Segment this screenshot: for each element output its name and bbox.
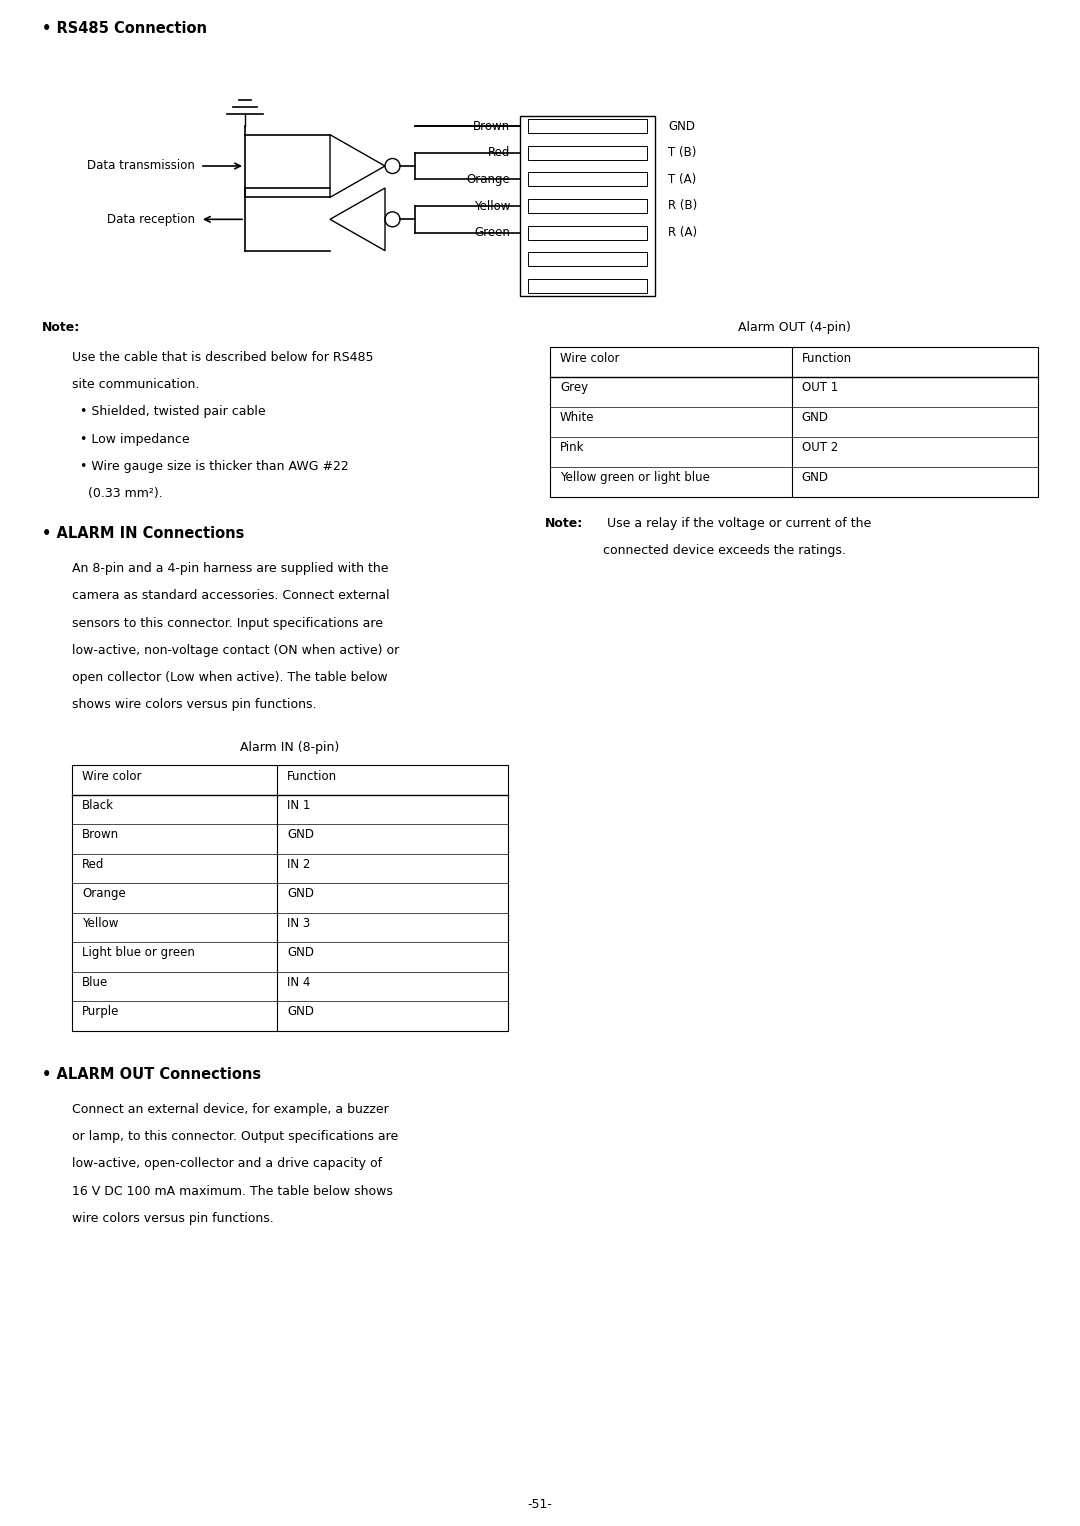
- Text: • Low impedance: • Low impedance: [72, 432, 190, 446]
- Text: Function: Function: [287, 771, 337, 783]
- Text: site communication.: site communication.: [72, 378, 200, 391]
- Text: • ALARM IN Connections: • ALARM IN Connections: [42, 526, 244, 542]
- Text: An 8-pin and a 4-pin harness are supplied with the: An 8-pin and a 4-pin harness are supplie…: [72, 562, 389, 575]
- Text: Yellow green or light blue: Yellow green or light blue: [561, 472, 710, 484]
- Text: Red: Red: [82, 858, 105, 871]
- Text: Function: Function: [801, 353, 852, 365]
- Text: GND: GND: [669, 119, 696, 133]
- Text: • ALARM OUT Connections: • ALARM OUT Connections: [42, 1067, 261, 1082]
- Text: Black: Black: [82, 800, 114, 812]
- Text: Data transmission: Data transmission: [87, 160, 195, 172]
- Text: • RS485 Connection: • RS485 Connection: [42, 21, 207, 37]
- Text: Alarm OUT (4-pin): Alarm OUT (4-pin): [738, 320, 850, 334]
- Text: Pink: Pink: [561, 441, 584, 455]
- Text: • Shielded, twisted pair cable: • Shielded, twisted pair cable: [72, 406, 266, 418]
- Text: Orange: Orange: [467, 172, 510, 186]
- Text: Alarm IN (8-pin): Alarm IN (8-pin): [241, 742, 339, 754]
- Text: Use the cable that is described below for RS485: Use the cable that is described below fo…: [72, 351, 374, 365]
- Text: Light blue or green: Light blue or green: [82, 946, 194, 960]
- Text: IN 4: IN 4: [287, 977, 310, 989]
- Text: IN 3: IN 3: [287, 917, 310, 929]
- Text: -51-: -51-: [527, 1499, 553, 1511]
- Text: 16 V DC 100 mA maximum. The table below shows: 16 V DC 100 mA maximum. The table below …: [72, 1184, 393, 1198]
- Text: camera as standard accessories. Connect external: camera as standard accessories. Connect …: [72, 589, 390, 603]
- Text: open collector (Low when active). The table below: open collector (Low when active). The ta…: [72, 671, 388, 684]
- Text: GND: GND: [287, 946, 314, 960]
- Text: White: White: [561, 410, 594, 424]
- Text: OUT 2: OUT 2: [801, 441, 838, 455]
- Text: IN 1: IN 1: [287, 800, 310, 812]
- Text: low-active, non-voltage contact (ON when active) or: low-active, non-voltage contact (ON when…: [72, 644, 400, 656]
- Text: R (B): R (B): [669, 200, 698, 212]
- Text: connected device exceeds the ratings.: connected device exceeds the ratings.: [603, 545, 846, 557]
- Text: Purple: Purple: [82, 1006, 120, 1018]
- Text: GND: GND: [801, 472, 828, 484]
- Text: Wire color: Wire color: [561, 353, 620, 365]
- Text: GND: GND: [287, 1006, 314, 1018]
- Text: R (A): R (A): [669, 226, 697, 240]
- Text: • Wire gauge size is thicker than AWG #22: • Wire gauge size is thicker than AWG #2…: [72, 459, 349, 473]
- Text: Green: Green: [474, 226, 510, 240]
- Text: shows wire colors versus pin functions.: shows wire colors versus pin functions.: [72, 699, 316, 711]
- Text: Note:: Note:: [545, 517, 583, 530]
- Text: Note:: Note:: [42, 320, 80, 334]
- Text: Red: Red: [488, 146, 510, 159]
- Text: T (B): T (B): [669, 146, 697, 159]
- Text: Use a relay if the voltage or current of the: Use a relay if the voltage or current of…: [603, 517, 872, 530]
- Text: Blue: Blue: [82, 977, 108, 989]
- Text: GND: GND: [287, 888, 314, 900]
- Text: Data reception: Data reception: [107, 212, 195, 226]
- Text: Connect an external device, for example, a buzzer: Connect an external device, for example,…: [72, 1103, 389, 1116]
- Text: Orange: Orange: [82, 888, 125, 900]
- Text: Wire color: Wire color: [82, 771, 141, 783]
- Text: T (A): T (A): [669, 172, 697, 186]
- Text: Grey: Grey: [561, 382, 589, 394]
- Bar: [550, 346, 1038, 497]
- Text: GND: GND: [287, 829, 314, 841]
- Text: Brown: Brown: [82, 829, 119, 841]
- Text: sensors to this connector. Input specifications are: sensors to this connector. Input specifi…: [72, 617, 383, 630]
- Text: OUT 1: OUT 1: [801, 382, 838, 394]
- Text: GND: GND: [801, 410, 828, 424]
- Text: low-active, open-collector and a drive capacity of: low-active, open-collector and a drive c…: [72, 1157, 382, 1170]
- Text: (0.33 mm²).: (0.33 mm²).: [72, 487, 163, 501]
- Text: IN 2: IN 2: [287, 858, 310, 871]
- Text: wire colors versus pin functions.: wire colors versus pin functions.: [72, 1212, 273, 1225]
- Bar: [72, 766, 508, 1032]
- Text: Yellow: Yellow: [82, 917, 119, 929]
- Text: Yellow: Yellow: [474, 200, 510, 212]
- Text: Brown: Brown: [473, 119, 510, 133]
- Text: or lamp, to this connector. Output specifications are: or lamp, to this connector. Output speci…: [72, 1131, 399, 1143]
